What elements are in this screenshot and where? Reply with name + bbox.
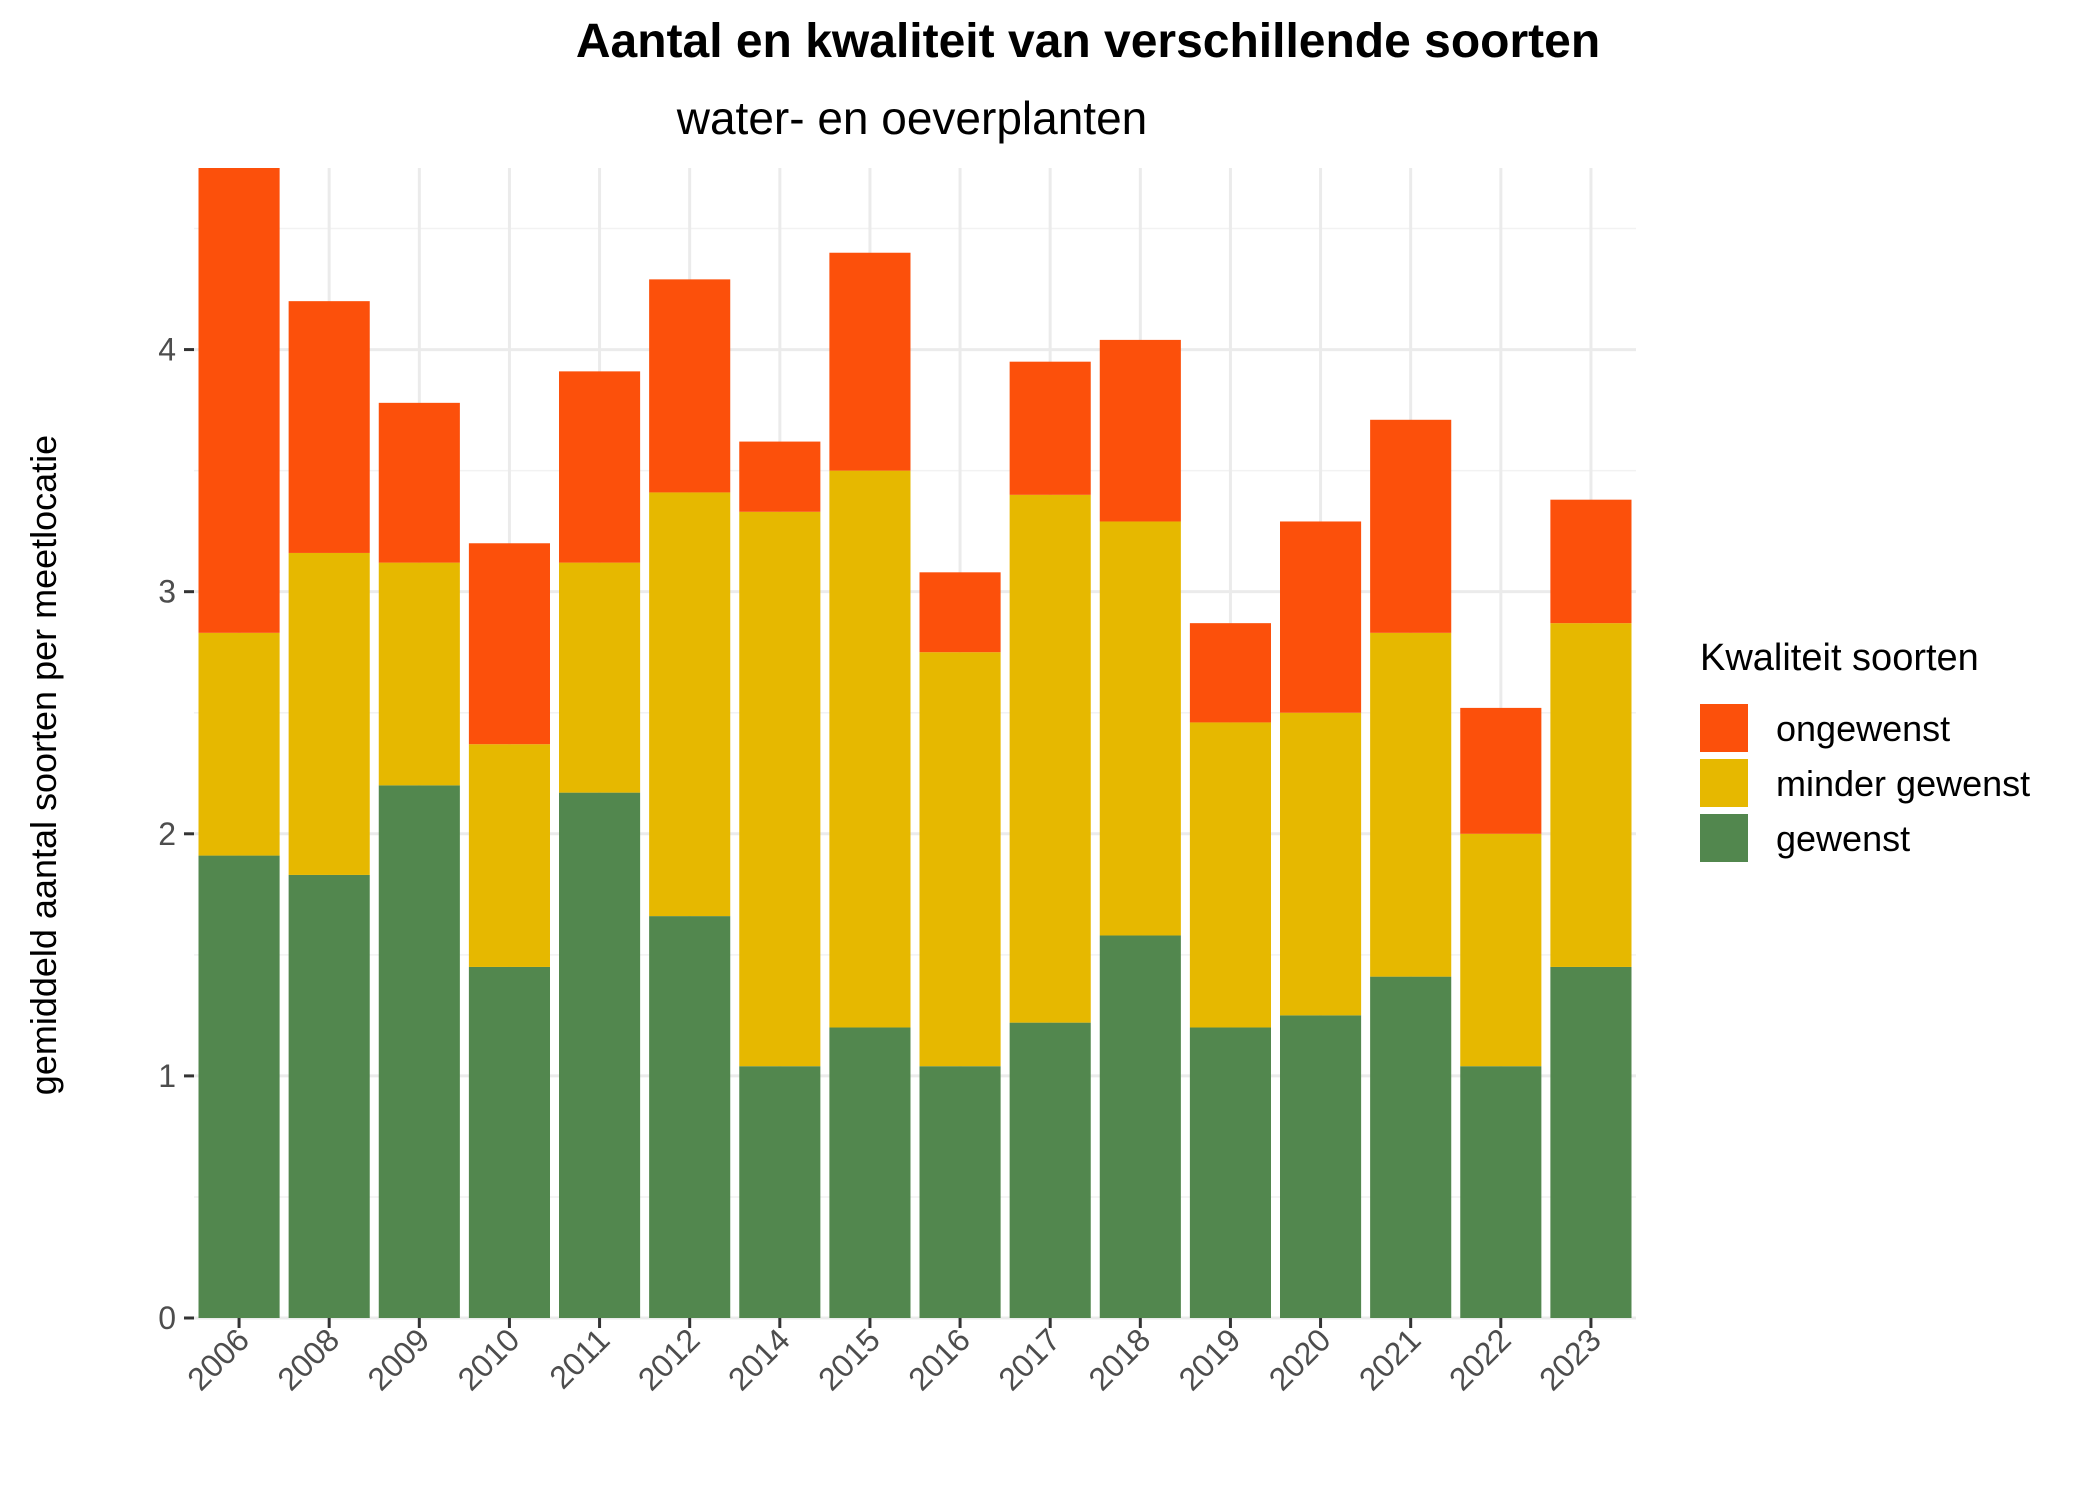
legend-label-ongewenst: ongewenst (1776, 708, 1950, 749)
bar-minder-gewenst-2009 (378, 562, 460, 786)
x-tick-label: 2016 (901, 1321, 977, 1397)
legend: Kwaliteit soorten ongewenst minder gewens… (1700, 637, 2030, 862)
y-tick-label: 3 (158, 574, 176, 610)
legend-key-ongewenst (1700, 704, 1748, 752)
bar-gewenst-2019 (1189, 1027, 1271, 1318)
bar-ongewenst-2006 (198, 168, 280, 633)
legend-label-gewenst: gewenst (1776, 818, 1910, 859)
bar-minder-gewenst-2011 (559, 562, 641, 793)
y-tick-label: 0 (158, 1300, 176, 1336)
bar-minder-gewenst-2012 (649, 492, 731, 917)
chart-title: Aantal en kwaliteit van verschillende so… (576, 15, 1600, 68)
y-tick-label: 2 (158, 816, 176, 852)
bar-ongewenst-2022 (1460, 707, 1542, 834)
x-tick-label: 2011 (542, 1321, 616, 1395)
bar-ongewenst-2010 (468, 543, 550, 745)
bar-minder-gewenst-2010 (468, 744, 550, 967)
x-tick-label: 2009 (360, 1321, 436, 1397)
bar-minder-gewenst-2014 (739, 511, 821, 1067)
legend-label-minder-gewenst: minder gewenst (1776, 763, 2030, 804)
bar-ongewenst-2017 (1009, 361, 1091, 495)
bar-gewenst-2009 (378, 785, 460, 1318)
bar-gewenst-2018 (1099, 935, 1181, 1318)
chart-subtitle: water- en oeverplanten (676, 92, 1148, 144)
bar-minder-gewenst-2022 (1460, 833, 1542, 1067)
bar-minder-gewenst-2023 (1550, 623, 1632, 967)
x-tick-label: 2022 (1442, 1321, 1518, 1397)
bar-ongewenst-2021 (1370, 419, 1452, 633)
y-axis-title: gemiddeld aantal soorten per meetlocatie (23, 435, 64, 1095)
bar-gewenst-2015 (829, 1027, 911, 1318)
bar-minder-gewenst-2020 (1280, 712, 1362, 1016)
x-tick-label: 2018 (1081, 1321, 1157, 1397)
bar-ongewenst-2012 (649, 279, 731, 493)
bar-gewenst-2012 (649, 916, 731, 1318)
bar-gewenst-2016 (919, 1066, 1001, 1318)
bar-ongewenst-2016 (919, 572, 1001, 653)
y-tick-label: 4 (158, 332, 176, 368)
legend-key-gewenst (1700, 814, 1748, 862)
bar-gewenst-2017 (1009, 1022, 1091, 1318)
x-tick-label: 2017 (991, 1321, 1067, 1397)
bar-ongewenst-2019 (1189, 623, 1271, 723)
bar-minder-gewenst-2015 (829, 470, 911, 1028)
x-tick-label: 2019 (1172, 1321, 1248, 1397)
x-tick-label: 2012 (631, 1321, 707, 1397)
bar-minder-gewenst-2016 (919, 652, 1001, 1067)
bar-ongewenst-2008 (288, 301, 370, 553)
bar-minder-gewenst-2021 (1370, 632, 1452, 977)
bar-gewenst-2011 (559, 792, 641, 1318)
y-tick-label: 1 (158, 1058, 176, 1094)
bar-ongewenst-2011 (559, 371, 641, 563)
bar-gewenst-2006 (198, 855, 280, 1318)
bar-minder-gewenst-2017 (1009, 494, 1091, 1023)
x-tick-label: 2023 (1532, 1321, 1608, 1397)
legend-key-minder-gewenst (1700, 759, 1748, 807)
bar-ongewenst-2018 (1099, 339, 1181, 522)
bar-gewenst-2010 (468, 966, 550, 1318)
x-tick-label: 2015 (811, 1321, 887, 1397)
bar-minder-gewenst-2008 (288, 552, 370, 875)
x-tick-label: 2006 (180, 1321, 256, 1397)
x-tick-label: 2020 (1262, 1321, 1338, 1397)
bar-ongewenst-2020 (1280, 521, 1362, 713)
x-tick-label: 2021 (1352, 1321, 1428, 1397)
bar-gewenst-2020 (1280, 1015, 1362, 1318)
legend-title: Kwaliteit soorten (1700, 637, 1979, 679)
x-tick-label: 2014 (721, 1321, 797, 1397)
bar-gewenst-2014 (739, 1066, 821, 1318)
bar-ongewenst-2015 (829, 252, 911, 471)
bar-gewenst-2022 (1460, 1066, 1542, 1318)
bar-gewenst-2008 (288, 874, 370, 1318)
bar-minder-gewenst-2018 (1099, 521, 1181, 936)
bar-ongewenst-2014 (739, 441, 821, 512)
bar-ongewenst-2023 (1550, 499, 1632, 624)
bar-ongewenst-2009 (378, 402, 460, 563)
bar-minder-gewenst-2006 (198, 632, 280, 856)
bar-gewenst-2023 (1550, 966, 1632, 1318)
x-tick-label: 2008 (270, 1321, 346, 1397)
bar-minder-gewenst-2019 (1189, 722, 1271, 1028)
x-tick-label: 2010 (451, 1321, 527, 1397)
bar-gewenst-2021 (1370, 976, 1452, 1318)
